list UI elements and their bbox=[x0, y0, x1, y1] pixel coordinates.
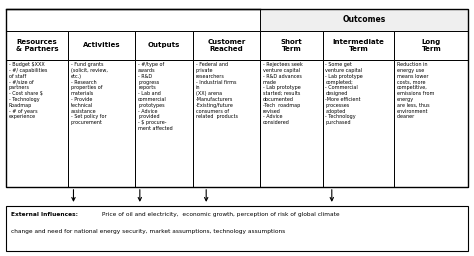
Bar bbox=[68, 31, 135, 60]
Text: Reduction in
energy use
means lower
costs, more
competitive,
emissions from
ener: Reduction in energy use means lower cost… bbox=[397, 62, 435, 119]
Bar bbox=[394, 31, 468, 60]
Text: - Budget $XXX
- #/ capabilities
of staff
- #/size of
partners
- Cost share $
- T: - Budget $XXX - #/ capabilities of staff… bbox=[9, 62, 47, 119]
Bar bbox=[6, 9, 468, 187]
Text: External Influences:: External Influences: bbox=[11, 212, 81, 218]
Text: change and need for national energy security, market assumptions, technology ass: change and need for national energy secu… bbox=[11, 229, 286, 234]
Text: Short
Term: Short Term bbox=[281, 39, 302, 52]
Bar bbox=[323, 31, 394, 60]
Text: - Federal and
private
researchers
- Industrial firms
in
(XX) arena
-Manufacturer: - Federal and private researchers - Indu… bbox=[196, 62, 238, 119]
Bar bbox=[323, 60, 394, 187]
Bar bbox=[193, 31, 260, 60]
Bar bbox=[260, 60, 323, 187]
Text: - Rejectees seek
venture capital
- R&D advances
made
- Lab prototype
started; re: - Rejectees seek venture capital - R&D a… bbox=[263, 62, 303, 125]
Bar bbox=[260, 31, 323, 60]
Text: Outputs: Outputs bbox=[148, 42, 180, 48]
Text: Customer
Reached: Customer Reached bbox=[208, 39, 246, 52]
Bar bbox=[193, 60, 260, 187]
Bar bbox=[6, 31, 68, 60]
Text: Price of oil and electricity,  economic growth, perception of risk of global cli: Price of oil and electricity, economic g… bbox=[100, 212, 340, 218]
Bar bbox=[6, 206, 468, 251]
Text: - Some get
venture capital
- Lab prototype
completed;
- Commercial
designed
-Mor: - Some get venture capital - Lab prototy… bbox=[326, 62, 363, 125]
Bar bbox=[135, 60, 193, 187]
Text: Intermediate
Term: Intermediate Term bbox=[332, 39, 384, 52]
Bar bbox=[394, 60, 468, 187]
Bar bbox=[260, 9, 468, 31]
Text: - #/type of
awards
- R&D
progress
reports
- Lab and
commercial
prototypes
- Advi: - #/type of awards - R&D progress report… bbox=[138, 62, 173, 131]
Bar bbox=[135, 31, 193, 60]
Text: Resources
& Partners: Resources & Partners bbox=[16, 39, 58, 52]
Bar bbox=[6, 60, 68, 187]
Bar bbox=[6, 9, 260, 31]
Text: - Fund grants
(solicit, review,
etc.)
- Research
properties of
materials
- Provi: - Fund grants (solicit, review, etc.) - … bbox=[71, 62, 108, 125]
Text: Activities: Activities bbox=[83, 42, 120, 48]
Bar bbox=[68, 60, 135, 187]
Text: Long
Term: Long Term bbox=[421, 39, 441, 52]
Text: Outcomes: Outcomes bbox=[343, 15, 386, 24]
